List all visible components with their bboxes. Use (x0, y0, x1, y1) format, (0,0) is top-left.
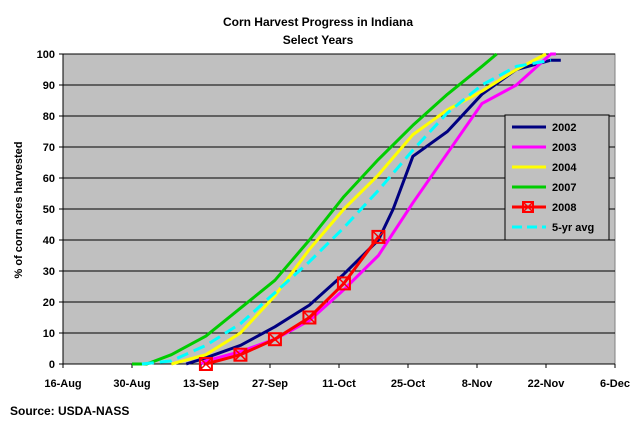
series-line-2007 (132, 52, 498, 366)
x-tick-label: 13-Sep (183, 378, 219, 390)
marker-box (302, 310, 317, 325)
x-tick-label: 8-Nov (462, 378, 493, 390)
marker-cross (371, 230, 385, 244)
marker-box (233, 347, 248, 362)
x-tick-label: 11-Oct (322, 378, 356, 390)
legend-label-2003: 2003 (552, 142, 576, 154)
marker-cross (337, 276, 351, 290)
y-tick-label: 100 (37, 49, 55, 61)
y-axis-label: % of corn acres harvested (13, 142, 25, 279)
y-tick-label: 20 (43, 297, 55, 309)
legend-label-2002: 2002 (552, 122, 576, 134)
tick-labels: 0 10 20 30 40 50 60 70 80 90 100 16-Aug 30-Aug 13-Sep… (37, 49, 630, 390)
marker-box (336, 276, 351, 291)
x-tick-label: 27-Sep (252, 378, 288, 390)
y-tick-label: 70 (43, 142, 55, 154)
data-point-2008 (336, 276, 351, 291)
x-tick-label: 16-Aug (44, 378, 81, 390)
series-line-2003 (200, 52, 556, 366)
marker-box (198, 357, 213, 371)
legend-label-2007: 2007 (552, 182, 576, 194)
y-tick-label: 60 (43, 173, 55, 185)
marker-box (267, 332, 282, 347)
chart-title: Corn Harvest Progress in Indiana (223, 15, 413, 29)
source-note: Source: USDA-NASS (10, 404, 129, 418)
y-tick-label: 80 (43, 111, 55, 123)
marker-cross (233, 348, 247, 362)
y-tick-label: 40 (43, 235, 55, 247)
legend: 2002 2003 2004 2007 2008 5-yr avg (504, 114, 610, 241)
marker-cross (302, 310, 316, 325)
data-point-2008 (233, 347, 248, 362)
y-tick-label: 90 (43, 80, 55, 92)
series-lines (132, 52, 561, 371)
y-tick-label: 30 (43, 266, 55, 278)
marker-cross (199, 357, 213, 371)
chart-subtitle: Select Years (283, 33, 354, 47)
data-point-2008 (302, 310, 317, 325)
x-tick-label: 30-Aug (113, 378, 150, 390)
y-tick-label: 0 (49, 359, 55, 371)
data-point-2008 (267, 332, 282, 347)
series-line-2004 (171, 52, 547, 366)
axes (59, 53, 616, 368)
legend-marker-cross (522, 201, 534, 213)
legend-box (504, 114, 610, 241)
data-point-2008 (371, 229, 386, 244)
x-tick-label: 22-Nov (528, 378, 566, 390)
y-tick-label: 50 (43, 204, 55, 216)
marker-cross (268, 332, 282, 346)
x-tick-label: 6-Dec (600, 378, 630, 390)
legend-marker (522, 201, 534, 213)
data-point-2008 (198, 357, 213, 371)
legend-label-2008: 2008 (552, 202, 576, 214)
marker-box (371, 229, 386, 244)
legend-label-5-yr-avg: 5-yr avg (552, 222, 594, 234)
x-tick-label: 25-Oct (391, 378, 426, 390)
y-tick-label: 10 (43, 328, 55, 340)
legend-label-2004: 2004 (552, 162, 577, 174)
